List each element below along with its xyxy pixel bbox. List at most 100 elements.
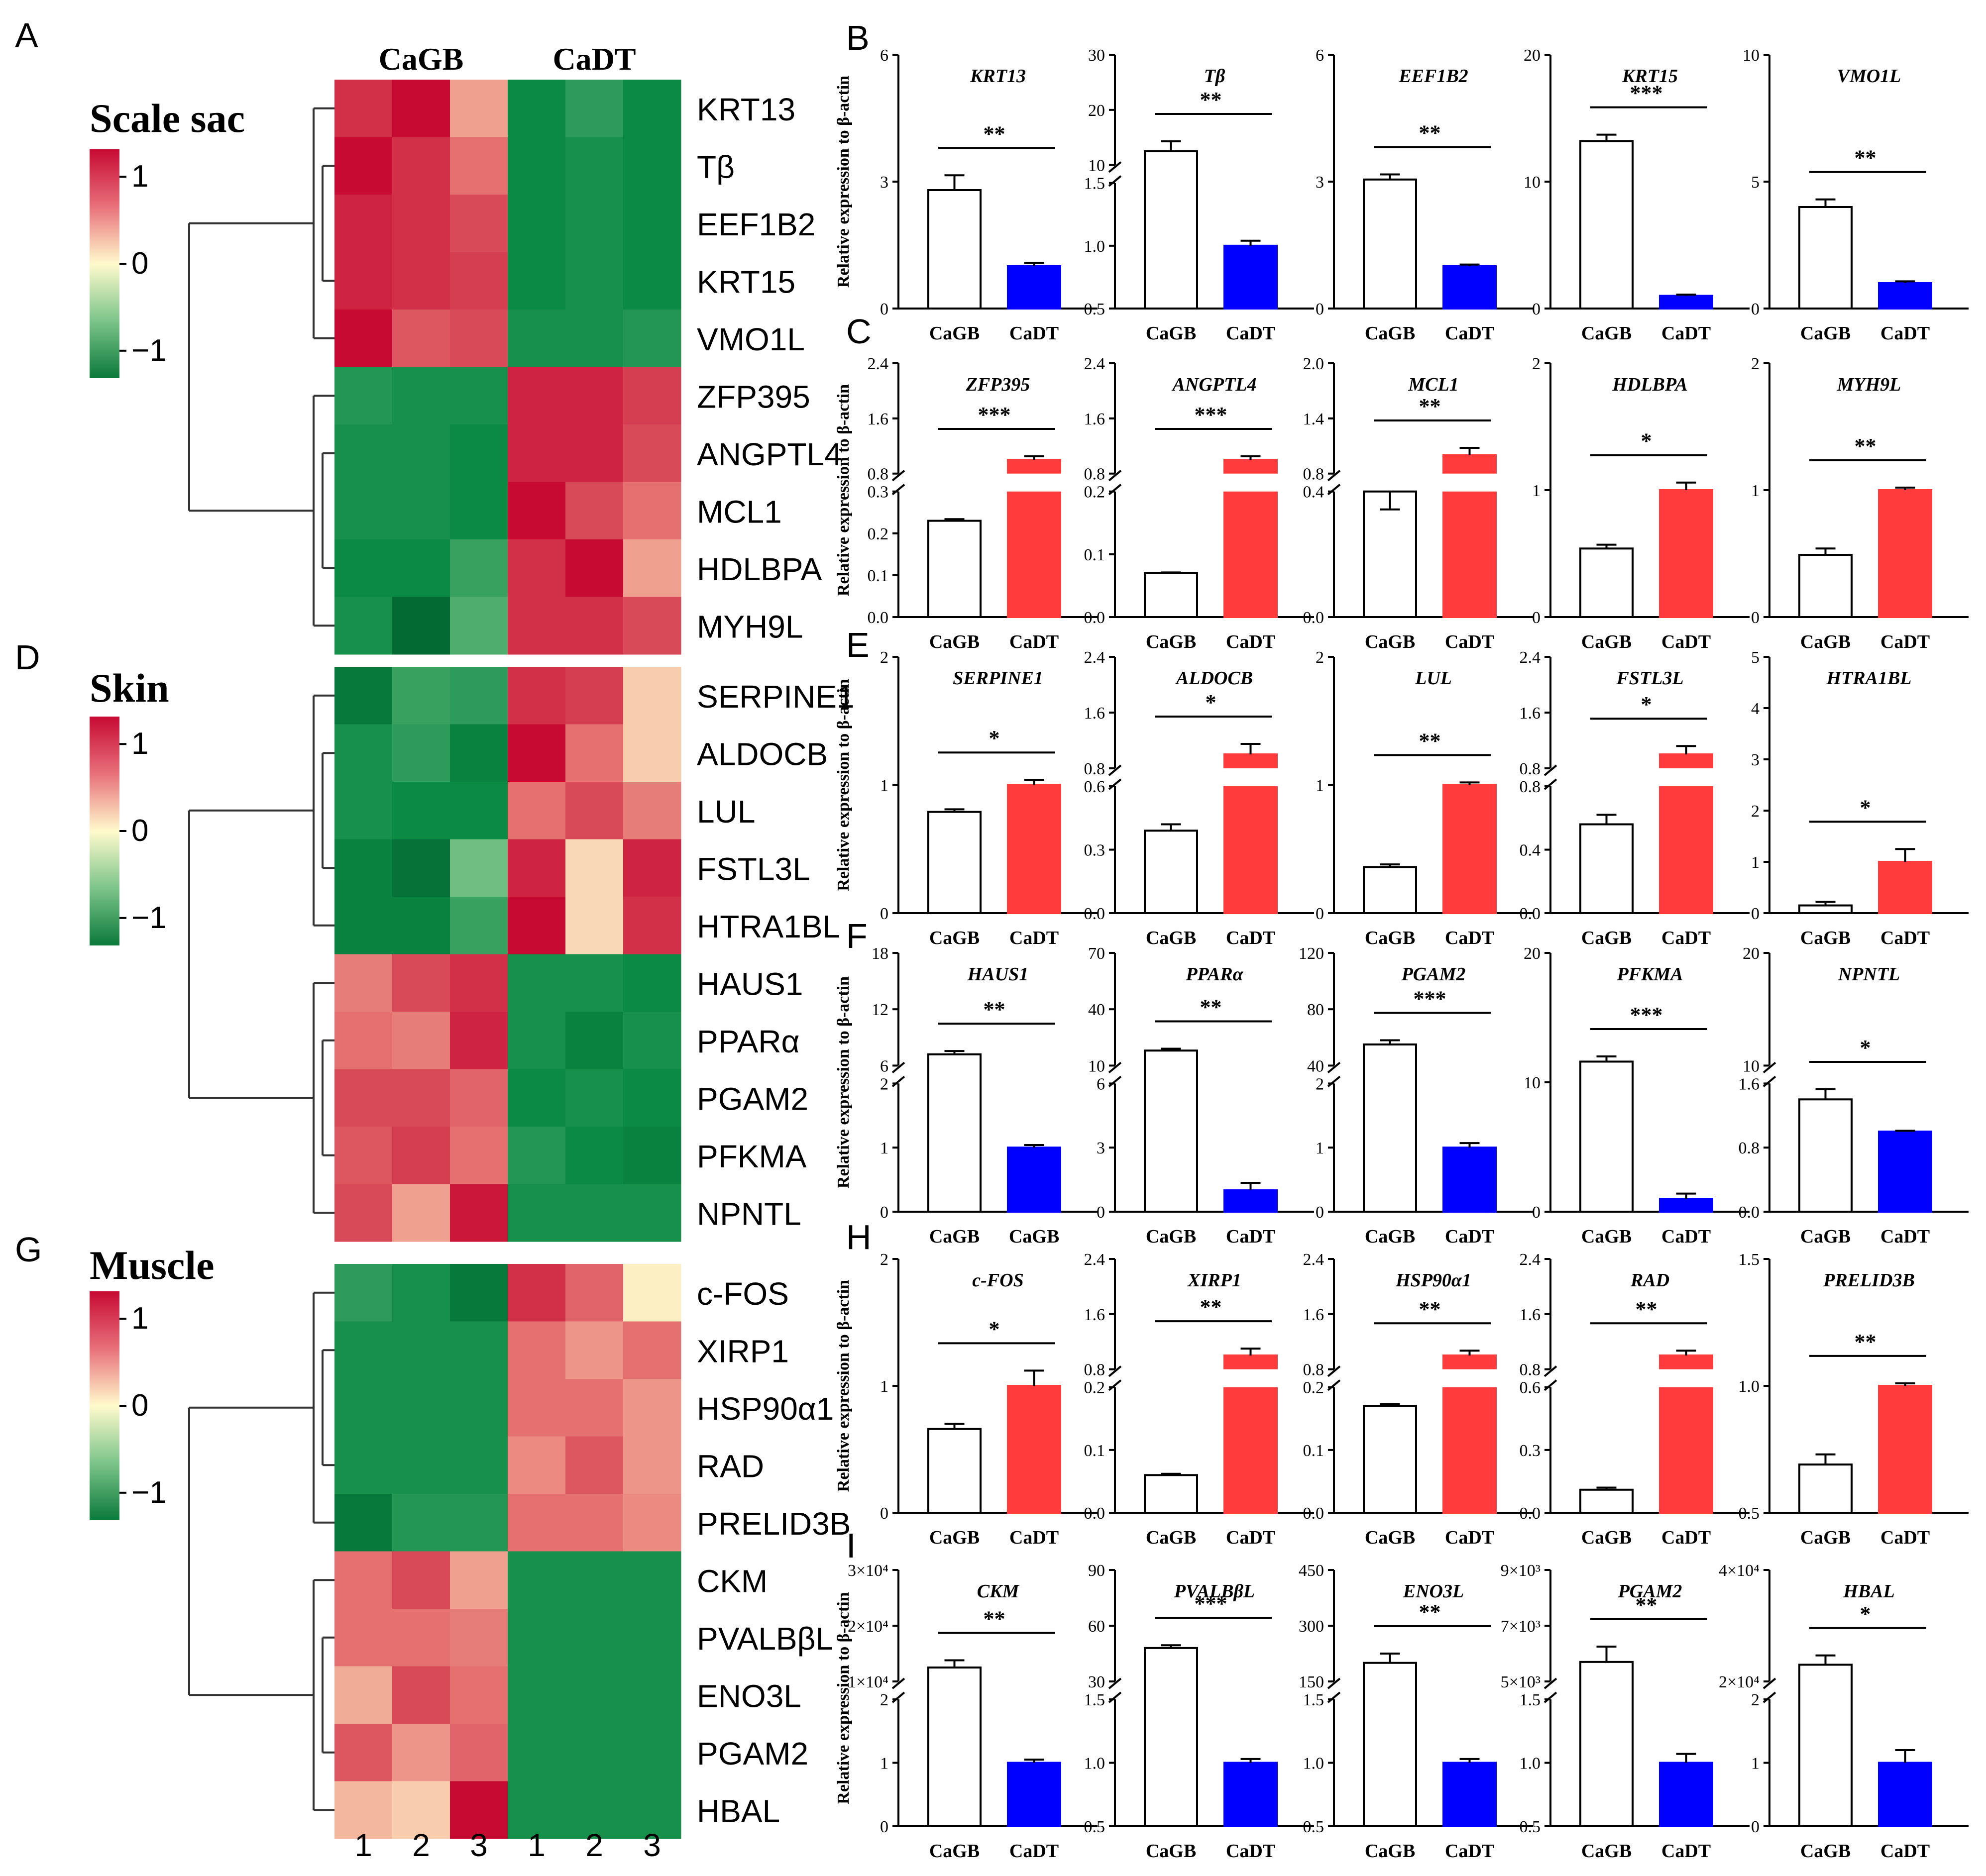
heatmap-cell <box>392 724 450 782</box>
bar <box>1579 1060 1634 1213</box>
heatmap-cell <box>392 310 450 367</box>
axis-break-mark <box>1108 1677 1122 1689</box>
row-dendrogram <box>188 694 334 1214</box>
y-tick-label: 0.2 <box>1084 1379 1105 1397</box>
x-tick-label: CaDT <box>1226 323 1275 344</box>
heatmap-row-label: HAUS1 <box>697 966 803 1002</box>
bar-chart-B-1: 0.5 1.0 1.510 20 30 CaGB CaDT **Tβ <box>1084 46 1314 344</box>
bar-chart-F-4: 0.0 0.8 1.610 20 CaGB CaDT * NPNTL <box>1739 944 1969 1247</box>
panel-letter: A <box>15 16 38 55</box>
y-tick-label: 0.8 <box>1520 778 1541 796</box>
gene-title: EEF1B2 <box>1398 66 1468 87</box>
heatmap-cell <box>623 1012 681 1069</box>
bar <box>1878 489 1932 618</box>
x-tick-label: CaGB <box>929 1226 980 1247</box>
gene-title: PGAM2 <box>1401 964 1466 985</box>
gene-title: VMO1L <box>1837 66 1901 87</box>
heatmap-cell <box>623 1264 681 1322</box>
significance-stars: * <box>1860 795 1871 820</box>
heatmap-cell <box>508 667 566 725</box>
bar <box>1363 490 1417 619</box>
heatmap-cell <box>565 1069 624 1127</box>
y-tick-label: 2.0 <box>1303 355 1324 373</box>
gene-title: ENO3L <box>1403 1581 1464 1602</box>
y-tick-label: 0.1 <box>1084 1442 1105 1460</box>
gene-title: HBAL <box>1843 1581 1894 1602</box>
bar-chart-E-3: 0.0 0.4 0.80.8 1.6 2.4 CaGB CaDT * FSTL3L <box>1520 648 1750 948</box>
significance-stars: ** <box>1200 88 1222 112</box>
y-tick-label: 60 <box>1088 1617 1105 1636</box>
x-tick-label: CaGB <box>1800 631 1851 652</box>
heatmap-cell <box>565 1127 624 1184</box>
x-tick-label: CaGB <box>929 1527 980 1548</box>
bar <box>1579 823 1634 915</box>
heatmap-cell <box>623 367 681 425</box>
heatmap-cell <box>334 1379 393 1437</box>
heatmap-cell <box>508 1127 566 1184</box>
bar-break-gap <box>1006 473 1062 492</box>
bar <box>1878 861 1932 914</box>
significance-stars: ** <box>1200 1295 1222 1319</box>
y-tick-label: 1.0 <box>1739 1377 1760 1396</box>
bar-chart-B-0: 0 3 6 CaGB CaDT ** KRT13 Relative expression to… <box>834 46 1098 344</box>
bar-chart-H-4: 0.5 1.0 1.5 CaGB CaDT ** PRELID3B <box>1739 1251 1969 1548</box>
y-tick-label: 6 <box>1097 1075 1105 1093</box>
bar <box>927 1667 982 1827</box>
heatmap-cell <box>450 195 508 252</box>
heatmap-cell <box>334 1264 393 1322</box>
bar <box>1659 1198 1713 1213</box>
heatmap-title: Scale sac <box>90 96 245 141</box>
y-tick-label: 1.5 <box>1084 175 1105 193</box>
heatmap-cell <box>450 367 508 425</box>
y-tick-label: 10 <box>1743 46 1760 65</box>
axis-break-mark <box>1108 1379 1122 1391</box>
heatmap-cell <box>623 1069 681 1127</box>
heatmap-row-label: FSTL3L <box>697 851 810 887</box>
heatmap-cell <box>392 424 450 482</box>
heatmap-cell <box>508 310 566 367</box>
y-tick-label: 0.8 <box>1084 1361 1105 1379</box>
y-tick-label: 1×10⁴ <box>848 1673 888 1691</box>
heatmap-cell <box>565 1184 624 1242</box>
x-tick-label: CaGB <box>1581 1527 1632 1548</box>
heatmap-row-label: MCL1 <box>697 494 782 529</box>
heatmap-cell <box>623 897 681 954</box>
heatmap-cell <box>450 1321 508 1379</box>
bar <box>927 520 982 618</box>
heatmap-cell <box>565 137 624 195</box>
heatmap-cell <box>450 724 508 782</box>
x-tick-label: CaDT <box>1009 323 1059 344</box>
bar <box>1223 244 1278 310</box>
axis-break-mark <box>1108 1075 1122 1087</box>
heatmap-cell <box>565 195 624 252</box>
y-tick-label: 5 <box>1751 648 1760 667</box>
y-tick-label: 2.4 <box>868 355 889 373</box>
x-tick-label: CaGB <box>1365 1841 1415 1862</box>
y-tick-label: 2 <box>880 648 888 667</box>
significance-stars: * <box>1641 429 1652 453</box>
bar-chart-F-3: 0 10 20 CaGB CaDT *** PFKMA <box>1524 944 1750 1247</box>
heatmap-cell <box>623 1184 681 1242</box>
y-tick-label: 0.3 <box>1520 1442 1541 1460</box>
axis-break-mark <box>1327 1379 1341 1391</box>
heatmap-cell <box>450 667 508 725</box>
gene-title: MYH9L <box>1837 374 1901 395</box>
heatmap-row-label: PFKMA <box>697 1139 807 1174</box>
heatmap-cell <box>450 539 508 597</box>
y-tick-label: 40 <box>1307 1057 1324 1075</box>
x-tick-label: CaGB <box>1581 1226 1632 1247</box>
y-tick-label: 2 <box>880 1251 888 1269</box>
y-tick-label: 4 <box>1751 700 1760 718</box>
bar <box>1798 554 1853 619</box>
bar-break-gap <box>1658 768 1714 787</box>
bar-chart-B-4: 0 5 10 CaGB CaDT ** VMO1L <box>1743 46 1969 344</box>
significance-stars: ** <box>1636 1297 1657 1321</box>
bar <box>1363 1662 1417 1827</box>
heatmap-cell <box>392 667 450 725</box>
heatmap-cell <box>450 782 508 839</box>
y-tick-label: 2×10⁴ <box>1719 1673 1760 1691</box>
heatmap-cell <box>565 1666 624 1724</box>
heatmap-cell <box>334 1184 393 1242</box>
bar-chart-E-1: 0.0 0.3 0.60.8 1.6 2.4 CaGB CaDT *ALDOCB <box>1084 648 1314 948</box>
heatmap-row-label: VMO1L <box>697 321 805 357</box>
